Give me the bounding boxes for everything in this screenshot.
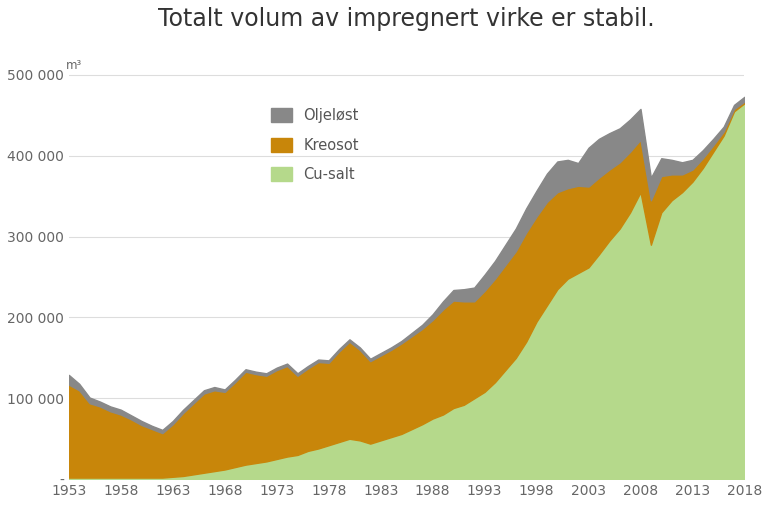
Title: Totalt volum av impregnert virke er stabil.: Totalt volum av impregnert virke er stab… xyxy=(158,7,655,31)
Text: m³: m³ xyxy=(65,59,82,72)
Legend: Oljeløst, Kreosot, Cu-salt: Oljeløst, Kreosot, Cu-salt xyxy=(265,103,365,188)
